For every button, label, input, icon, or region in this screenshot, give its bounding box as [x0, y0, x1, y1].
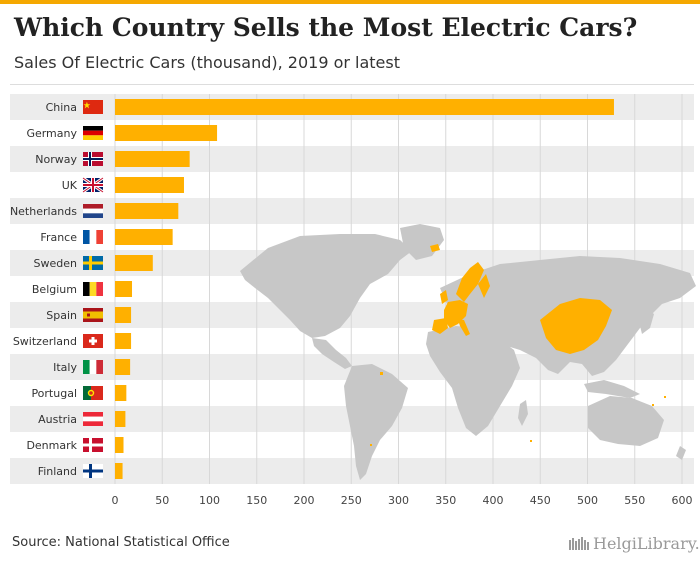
x-tick-label: 550: [624, 494, 645, 507]
category-label: France: [40, 231, 77, 244]
library-logo-icon: [569, 537, 589, 550]
x-tick-label: 200: [294, 494, 315, 507]
x-tick-label: 250: [341, 494, 362, 507]
sweden-flag-icon: [83, 256, 103, 270]
category-label: UK: [62, 179, 78, 192]
x-tick-label: 50: [155, 494, 169, 507]
switzerland-flag-icon: [83, 334, 103, 348]
x-tick-label: 350: [435, 494, 456, 507]
bar: [115, 255, 153, 271]
netherlands-flag-icon: [83, 204, 103, 218]
germany-flag-icon: [83, 126, 103, 140]
denmark-flag-icon: [83, 438, 103, 452]
row-band: [10, 198, 694, 224]
chart-subtitle: Sales Of Electric Cars (thousand), 2019 …: [14, 53, 401, 72]
spain-flag-icon: [83, 308, 103, 322]
category-label: Spain: [46, 309, 77, 322]
bar: [115, 359, 131, 375]
category-label: Denmark: [26, 439, 77, 452]
bar: [115, 385, 127, 401]
category-label: Norway: [35, 153, 77, 166]
bar: [115, 125, 218, 141]
norway-flag-icon: [83, 152, 103, 166]
belgium-flag-icon: [83, 282, 103, 296]
x-tick-label: 500: [577, 494, 598, 507]
france-flag-icon: [83, 230, 103, 244]
x-tick-label: 150: [246, 494, 267, 507]
category-label: Italy: [53, 361, 77, 374]
bar: [115, 229, 173, 245]
bar: [115, 99, 614, 115]
bar-chart: China Germany Norway UK Netherlands France Swe…: [10, 94, 696, 507]
row-band: [10, 146, 694, 172]
bar: [115, 333, 132, 349]
bar: [115, 177, 184, 193]
helgilibrary-logo: HelgiLibrary.: [568, 534, 700, 553]
category-label: Belgium: [32, 283, 77, 296]
world-map-icon: [240, 224, 696, 480]
bar: [115, 281, 133, 297]
category-label: Netherlands: [10, 205, 77, 218]
bar: [115, 307, 132, 323]
category-label: Germany: [26, 127, 77, 140]
finland-flag-icon: [83, 464, 103, 478]
source-note: Source: National Statistical Office: [12, 535, 230, 550]
chart-title: Which Country Sells the Most Electric Ca…: [14, 13, 638, 42]
x-tick-label: 400: [483, 494, 504, 507]
bar: [115, 463, 123, 479]
logo-text: HelgiLibrary.: [593, 534, 700, 553]
x-tick-label: 300: [388, 494, 409, 507]
x-tick-label: 100: [199, 494, 220, 507]
austria-flag-icon: [83, 412, 103, 426]
x-tick-label: 450: [530, 494, 551, 507]
category-label: Switzerland: [13, 335, 77, 348]
row-band: [10, 458, 694, 484]
top-accent-bar: [0, 0, 700, 4]
bar: [115, 411, 126, 427]
x-tick-label: 600: [672, 494, 693, 507]
x-tick-label: 0: [112, 494, 119, 507]
bar: [115, 151, 190, 167]
category-label: Austria: [38, 413, 77, 426]
category-label: Portugal: [31, 387, 77, 400]
category-label: China: [46, 101, 77, 114]
bar: [115, 203, 179, 219]
category-label: Sweden: [34, 257, 77, 270]
italy-flag-icon: [83, 360, 103, 374]
header-divider: [10, 84, 694, 85]
category-label: Finland: [38, 465, 77, 478]
china-flag-icon: [83, 100, 103, 114]
bar: [115, 437, 124, 453]
uk-flag-icon: [82, 176, 104, 194]
portugal-flag-icon: [83, 386, 103, 400]
